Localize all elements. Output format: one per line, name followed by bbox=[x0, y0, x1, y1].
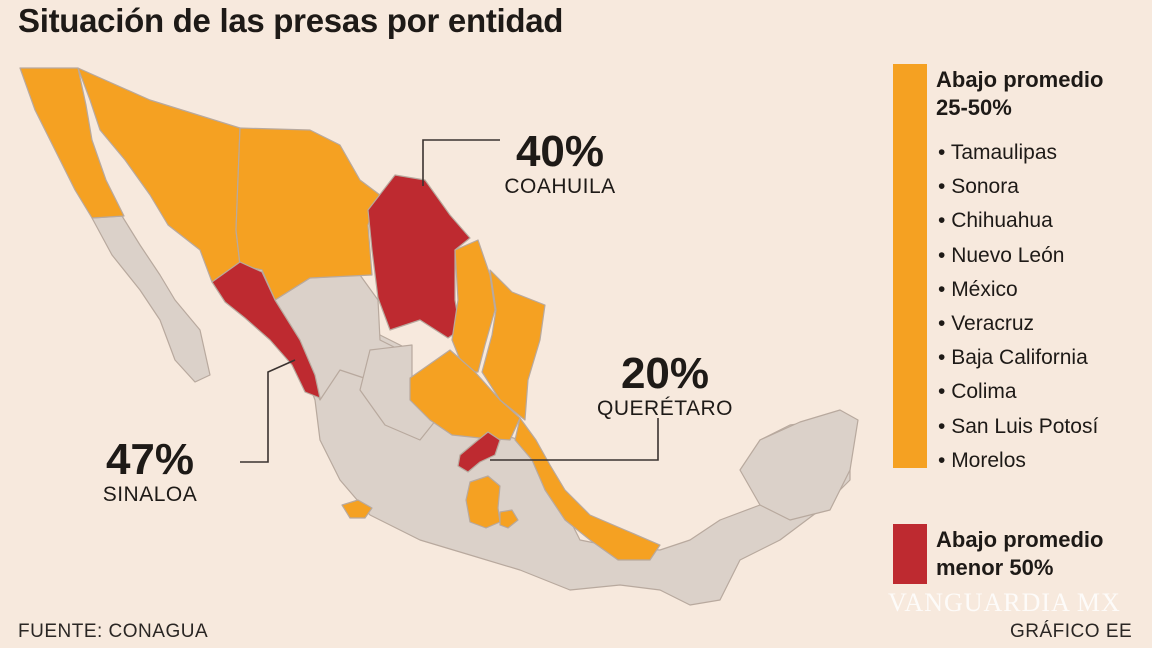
state-baja-california bbox=[19, 67, 125, 219]
state-mexico bbox=[465, 475, 501, 529]
legend-orange-state-list: Tamaulipas Sonora Chihuahua Nuevo León M… bbox=[938, 136, 1098, 478]
callout-coahuila: 40% COAHUILA bbox=[480, 130, 640, 200]
legend-state-item: México bbox=[938, 273, 1098, 307]
legend-orange-title-line2: 25-50% bbox=[936, 95, 1012, 120]
queretaro-leader-line bbox=[490, 418, 659, 461]
callout-sinaloa: 47% SINALOA bbox=[70, 438, 230, 508]
legend-red-title: Abajo promedio menor 50% bbox=[936, 526, 1103, 582]
callout-queretaro-value: 20% bbox=[620, 349, 710, 398]
callout-coahuila-state: COAHUILA bbox=[504, 175, 616, 198]
legend-state-item: Sonora bbox=[938, 170, 1098, 204]
footer-credit: GRÁFICO EE bbox=[1010, 621, 1133, 642]
legend-red-swatch bbox=[893, 524, 927, 584]
footer-source: FUENTE: CONAGUA bbox=[18, 621, 209, 642]
state-coahuila bbox=[367, 174, 471, 339]
state-baja-california-sur bbox=[91, 215, 211, 383]
callout-sinaloa-state: SINALOA bbox=[102, 483, 198, 506]
state-nuevo-leon bbox=[451, 239, 496, 373]
callout-queretaro-state: QUERÉTARO bbox=[597, 397, 733, 420]
callout-queretaro: 20% QUERÉTARO bbox=[585, 352, 745, 422]
legend-orange-title-line1: Abajo promedio bbox=[936, 67, 1104, 92]
watermark: VANGUARDIA MX bbox=[888, 588, 1121, 617]
state-veracruz bbox=[514, 417, 661, 561]
legend-state-item: Nuevo León bbox=[938, 239, 1098, 273]
state-yucatan-peninsula bbox=[739, 409, 859, 521]
legend-state-item: Tamaulipas bbox=[938, 136, 1098, 170]
state-zacatecas bbox=[359, 344, 441, 441]
state-morelos bbox=[499, 509, 519, 529]
state-colima bbox=[341, 499, 373, 519]
legend-state-item: Veracruz bbox=[938, 307, 1098, 341]
state-san-luis-potosi bbox=[409, 349, 521, 441]
sinaloa-leader-line bbox=[240, 359, 296, 463]
legend-state-item: Baja California bbox=[938, 341, 1098, 375]
legend-state-item: San Luis Potosí bbox=[938, 410, 1098, 444]
legend-state-item: Morelos bbox=[938, 444, 1098, 478]
legend-red-title-line2: menor 50% bbox=[936, 555, 1054, 580]
map-title: Situación de las presas por entidad bbox=[18, 2, 564, 39]
legend-state-item: Chihuahua bbox=[938, 204, 1098, 238]
legend-orange-swatch bbox=[893, 64, 927, 468]
legend-red-title-line1: Abajo promedio bbox=[936, 527, 1104, 552]
state-tamaulipas bbox=[481, 269, 546, 421]
legend-state-item: Colima bbox=[938, 375, 1098, 409]
callout-coahuila-value: 40% bbox=[515, 127, 605, 176]
state-queretaro bbox=[457, 431, 501, 473]
coahuila-leader-line bbox=[422, 139, 500, 186]
legend-orange-title: Abajo promedio 25-50% bbox=[936, 66, 1103, 122]
state-sinaloa bbox=[211, 261, 321, 399]
callout-sinaloa-value: 47% bbox=[105, 435, 195, 484]
